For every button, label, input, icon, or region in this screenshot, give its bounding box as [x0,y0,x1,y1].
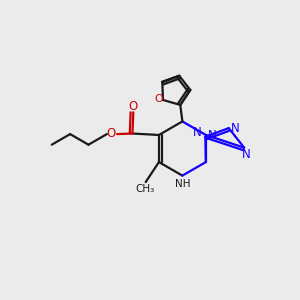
Text: O: O [154,94,163,104]
Text: N: N [193,126,202,139]
Text: CH₃: CH₃ [136,184,155,194]
Text: O: O [128,100,138,113]
Text: O: O [106,127,116,140]
Text: N: N [242,148,251,161]
Text: N: N [208,129,216,142]
Text: NH: NH [175,179,191,189]
Text: N: N [231,122,240,135]
